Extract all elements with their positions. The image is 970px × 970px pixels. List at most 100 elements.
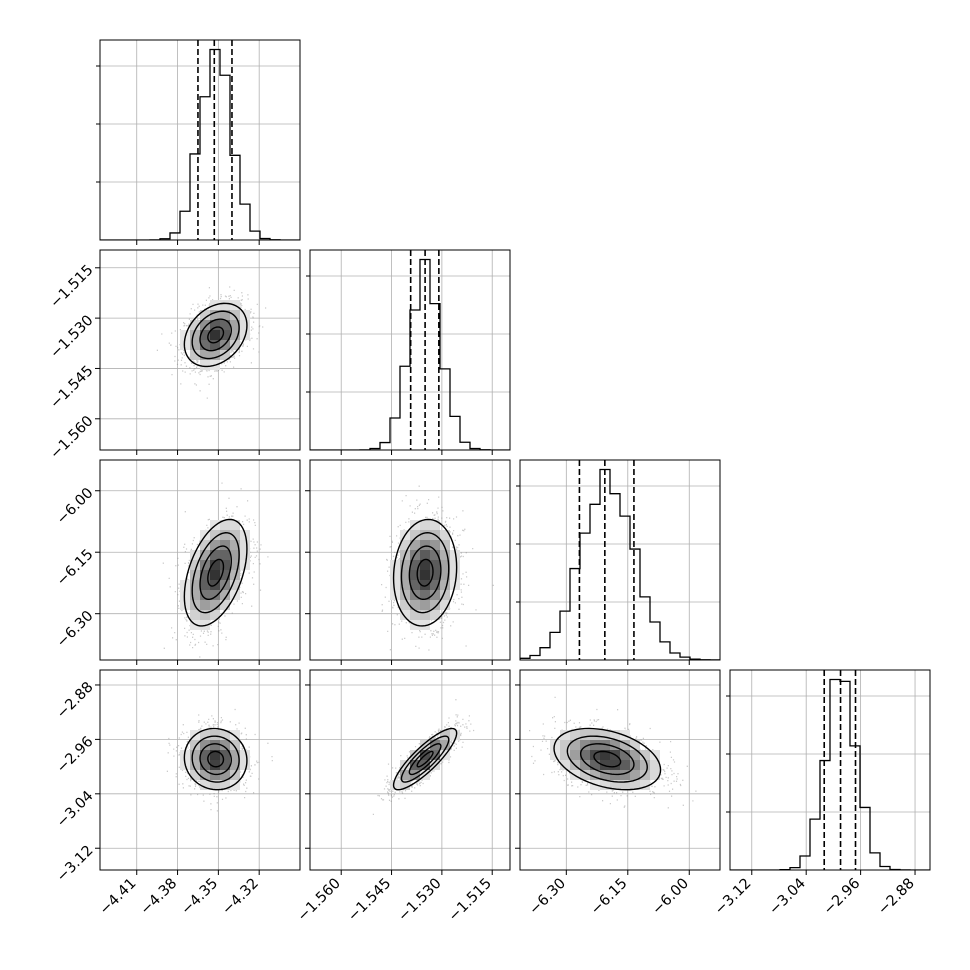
density-cell	[640, 750, 650, 760]
density-cell	[400, 760, 410, 770]
density-cell	[190, 550, 200, 560]
density-cell	[200, 770, 210, 780]
density-cell	[190, 320, 200, 330]
density-cell	[580, 740, 590, 750]
density-cell	[600, 750, 610, 760]
density-cell	[220, 530, 230, 540]
density-cell	[430, 550, 440, 560]
density-cell	[220, 770, 230, 780]
density-cell	[630, 780, 640, 790]
contour-line	[408, 545, 442, 601]
density-cell	[640, 770, 650, 780]
density-cell	[200, 600, 210, 610]
density-cell	[570, 740, 580, 750]
density-cell	[440, 570, 450, 580]
density-cell	[190, 590, 200, 600]
density-cell	[400, 570, 410, 580]
density-cell	[440, 530, 450, 540]
density-cell	[580, 770, 590, 780]
density-cell	[440, 600, 450, 610]
density-cell	[220, 330, 230, 340]
density-cell	[430, 540, 440, 550]
density-cell	[610, 740, 620, 750]
contour-line	[408, 743, 442, 776]
density-cell	[600, 780, 610, 790]
density-cell	[240, 320, 250, 330]
density-cell	[560, 760, 570, 770]
panel-frame	[99, 39, 301, 241]
density-cell	[430, 560, 440, 570]
density-cell	[430, 580, 440, 590]
density-cell	[390, 570, 400, 580]
density-cell	[630, 760, 640, 770]
density-cell	[440, 540, 450, 550]
density-cell	[190, 610, 200, 620]
density-cell	[220, 740, 230, 750]
density-cell	[620, 780, 630, 790]
density-cell	[400, 560, 410, 570]
panel-frame	[99, 459, 301, 661]
x-tick-label: −4.32	[219, 876, 262, 919]
density-cell	[430, 570, 440, 580]
y-tick-label: −1.545	[47, 363, 96, 412]
density-cell	[400, 770, 410, 780]
contour-line	[566, 735, 648, 783]
density-cell	[200, 350, 210, 360]
density-cell	[200, 580, 210, 590]
density-cell	[630, 740, 640, 750]
density-cell	[180, 330, 190, 340]
density-cell	[190, 750, 200, 760]
density-cell	[420, 600, 430, 610]
density-cell	[190, 740, 200, 750]
density-cell	[240, 540, 250, 550]
density-cell	[230, 330, 240, 340]
panel-frame	[519, 459, 721, 661]
density-cell	[630, 770, 640, 780]
density-cell	[190, 760, 200, 770]
y-tick-label: −1.530	[47, 312, 96, 361]
density-cell	[650, 770, 660, 780]
contour-line	[191, 532, 240, 614]
density-cell	[420, 610, 430, 620]
contour-line	[207, 558, 225, 587]
density-cell	[210, 730, 220, 740]
density-cell	[200, 750, 210, 760]
contour-line	[183, 727, 248, 791]
density-cell	[230, 730, 240, 740]
density-cell	[560, 730, 570, 740]
panel-frame	[519, 669, 721, 871]
density-cell	[560, 740, 570, 750]
contour-line	[553, 727, 662, 791]
density-cell	[240, 550, 250, 560]
scatter-panel-1-2	[305, 459, 511, 665]
contour-line	[207, 326, 225, 344]
density-cell	[230, 750, 240, 760]
panel-frame	[309, 459, 511, 661]
density-cell	[410, 570, 420, 580]
histogram-panel-2	[516, 459, 721, 665]
density-cell	[450, 570, 460, 580]
density-cell	[600, 730, 610, 740]
density-cell	[400, 580, 410, 590]
histogram-step	[100, 48, 300, 240]
panel-frame	[309, 669, 511, 871]
density-cell	[440, 580, 450, 590]
contour-line	[199, 318, 232, 352]
density-cell	[210, 530, 220, 540]
density-cell	[590, 770, 600, 780]
density-cell	[590, 740, 600, 750]
density-cell	[590, 730, 600, 740]
density-cell	[220, 540, 230, 550]
density-cell	[210, 590, 220, 600]
density-cell	[200, 740, 210, 750]
density-cell	[200, 550, 210, 560]
y-tick-label: −6.30	[54, 608, 97, 651]
density-cell	[430, 750, 440, 760]
histogram-panel-0	[96, 39, 301, 245]
histogram-step	[730, 678, 930, 870]
density-cell	[220, 550, 230, 560]
panel-frame	[309, 249, 511, 451]
density-cell	[390, 780, 400, 790]
x-tick-label: −6.00	[649, 876, 692, 919]
contour-line	[400, 532, 450, 614]
